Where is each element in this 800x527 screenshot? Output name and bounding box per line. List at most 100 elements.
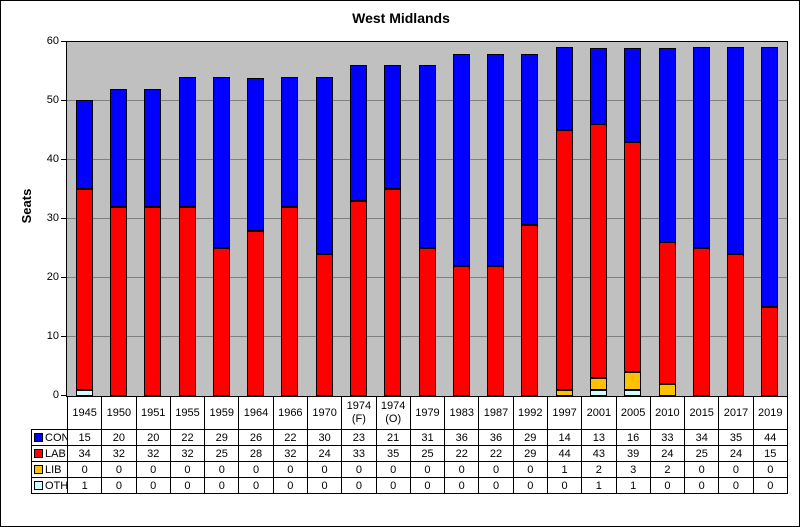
table-row-lab: LAB 34 32 32 32 25 28 32 24 33 35 25 22 22 29 44 43 39 24 2… <box>31 445 788 462</box>
year-cell: 1987 <box>478 396 514 430</box>
value-cell: 0 <box>135 477 171 494</box>
bar-segment-con <box>281 77 298 207</box>
y-tick-mark <box>61 395 67 396</box>
value-cell: 29 <box>204 429 240 446</box>
bar-segment-con <box>419 65 436 248</box>
value-cell: 0 <box>204 477 240 494</box>
year-cell: 1964 <box>238 396 274 430</box>
year-cell: 2005 <box>615 396 651 430</box>
year-cell: 1966 <box>272 396 308 430</box>
legend-cell-oth: OTH <box>31 477 68 494</box>
value-cell: 15 <box>752 445 788 462</box>
year-cell: 1979 <box>409 396 446 430</box>
bar-segment-lib <box>624 372 641 390</box>
value-cell: 0 <box>684 461 720 478</box>
value-cell: 25 <box>684 445 720 462</box>
bar-segment-lab <box>76 189 93 390</box>
year-cell: 1974 (O) <box>375 396 411 430</box>
value-cell: 2 <box>581 461 617 478</box>
bar-segment-con <box>761 47 778 307</box>
y-tick-label: 10 <box>46 330 59 342</box>
value-cell: 0 <box>718 461 754 478</box>
value-cell: 0 <box>684 477 720 494</box>
value-cell: 0 <box>444 461 480 478</box>
value-cell: 22 <box>169 429 206 446</box>
legend-label: LAB <box>45 447 66 460</box>
value-cell: 0 <box>478 461 514 478</box>
bar-segment-con <box>316 77 333 254</box>
y-tick-mark <box>61 100 67 101</box>
value-cell: 24 <box>718 445 754 462</box>
legend-swatch-icon <box>34 465 43 474</box>
value-cell: 32 <box>272 445 308 462</box>
bar-segment-lab <box>110 207 127 396</box>
y-tick-mark <box>61 41 67 42</box>
bar-segment-lab <box>419 248 436 396</box>
bar-segment-lab <box>350 201 367 396</box>
value-cell: 0 <box>272 477 308 494</box>
bar-segment-lib <box>659 384 676 396</box>
table-corner-cell <box>32 397 68 430</box>
year-cell: 1992 <box>512 396 548 430</box>
legend-entry: LAB <box>33 447 67 460</box>
value-cell: 35 <box>375 445 411 462</box>
y-tick-mark <box>61 159 67 160</box>
bar-segment-con <box>487 54 504 266</box>
value-cell: 0 <box>306 477 343 494</box>
year-cell: 1970 <box>306 396 343 430</box>
year-cell: 2017 <box>718 396 754 430</box>
value-cell: 20 <box>101 429 137 446</box>
bar-segment-lab <box>590 124 607 378</box>
value-cell: 0 <box>101 461 137 478</box>
value-cell: 0 <box>752 461 788 478</box>
value-cell: 0 <box>101 477 137 494</box>
bar-segment-con <box>110 89 127 207</box>
legend-cell-lab: LAB <box>31 445 68 462</box>
bar-segment-lab <box>659 242 676 384</box>
bar-segment-con <box>247 78 264 231</box>
bar-segment-oth <box>590 390 607 396</box>
bar-segment-lab <box>487 266 504 396</box>
y-tick-label: 60 <box>46 35 59 47</box>
value-cell: 0 <box>375 477 411 494</box>
bar-segment-oth <box>624 390 641 396</box>
value-cell: 25 <box>409 445 446 462</box>
value-cell: 0 <box>718 477 754 494</box>
value-cell: 3 <box>615 461 651 478</box>
value-cell: 24 <box>306 445 343 462</box>
legend-label: CON <box>45 431 68 444</box>
value-cell: 0 <box>512 461 548 478</box>
value-cell: 2 <box>649 461 686 478</box>
value-cell: 35 <box>718 429 754 446</box>
bar-segment-lab <box>384 189 401 396</box>
value-cell: 33 <box>649 429 686 446</box>
value-cell: 28 <box>238 445 274 462</box>
bar-segment-con <box>350 65 367 201</box>
legend-swatch-icon <box>34 449 43 458</box>
legend-entry: LIB <box>33 464 67 476</box>
year-cell: 1951 <box>135 396 171 430</box>
bar-segment-con <box>521 54 538 225</box>
value-cell: 34 <box>66 445 103 462</box>
value-cell: 13 <box>581 429 617 446</box>
table-row-oth: OTH 1 0 0 0 0 0 0 0 0 0 0 0 0 0 0 1 1 0 0 0 0 <box>31 477 788 494</box>
y-tick-label: 30 <box>46 212 59 224</box>
value-cell: 0 <box>478 477 514 494</box>
value-cell: 32 <box>169 445 206 462</box>
value-cell: 0 <box>169 461 206 478</box>
y-tick-label: 50 <box>46 94 59 106</box>
value-cell: 1 <box>546 461 583 478</box>
bar-segment-con <box>556 47 573 130</box>
year-cell: 2015 <box>684 396 720 430</box>
value-cell: 44 <box>752 429 788 446</box>
value-cell: 0 <box>169 477 206 494</box>
value-cell: 22 <box>444 445 480 462</box>
value-cell: 0 <box>238 477 274 494</box>
value-cell: 0 <box>341 461 377 478</box>
bar-segment-lab <box>693 248 710 396</box>
value-cell: 0 <box>375 461 411 478</box>
year-cell: 1950 <box>101 396 137 430</box>
bar-segment-con <box>179 77 196 207</box>
bar-segment-lab <box>316 254 333 396</box>
legend-label: OTH <box>45 479 68 492</box>
